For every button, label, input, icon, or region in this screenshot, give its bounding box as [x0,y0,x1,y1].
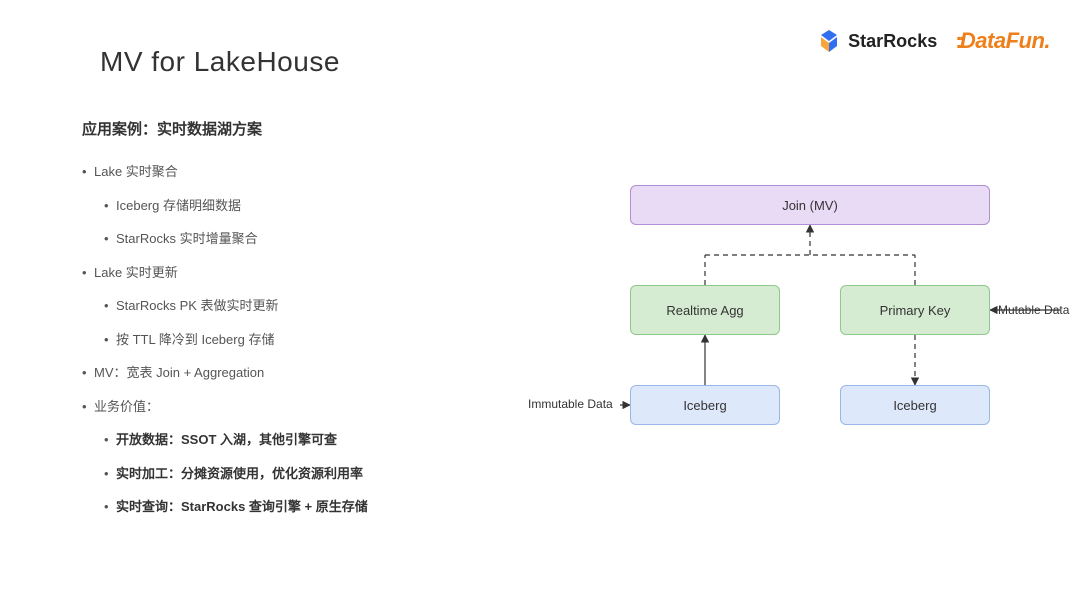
bullet-subitem: StarRocks PK 表做实时更新 [104,296,368,316]
bullet-list: Lake 实时聚合Iceberg 存储明细数据StarRocks 实时增量聚合L… [82,162,368,531]
diagram-node-agg: Realtime Agg [630,285,780,335]
diagram-label-imm: Immutable Data [528,397,613,411]
bullet-subitem: 开放数据：SSOT 入湖，其他引擎可查 [104,430,368,450]
diagram-node-ice2: Iceberg [840,385,990,425]
bullet-subitem: 实时查询：StarRocks 查询引擎 + 原生存储 [104,497,368,517]
bullet-item: Lake 实时聚合Iceberg 存储明细数据StarRocks 实时增量聚合 [82,162,368,249]
page-title: MV for LakeHouse [100,46,340,78]
architecture-diagram: Join (MV) Realtime Agg Primary Key Iceberg I… [500,175,1060,475]
bullet-subitem: 按 TTL 降冷到 Iceberg 存储 [104,330,368,350]
starrocks-logo: StarRocks [816,28,937,54]
datafun-text-a: Data [960,28,1006,53]
starrocks-mark-icon [816,28,842,54]
starrocks-logo-text: StarRocks [848,31,937,52]
bullet-subitem: 实时加工：分摊资源使用，优化资源利用率 [104,464,368,484]
slide: StarRocks ::DataFun. MV for LakeHouse 应用… [0,0,1080,607]
bullet-subitem: StarRocks 实时增量聚合 [104,229,368,249]
diagram-node-join: Join (MV) [630,185,990,225]
datafun-logo: ::DataFun. [955,28,1050,54]
bullet-item: Lake 实时更新StarRocks PK 表做实时更新按 TTL 降冷到 Ic… [82,263,368,350]
diagram-label-mut: Mutable Data [998,303,1069,317]
page-subtitle: 应用案例：实时数据湖方案 [82,118,262,139]
logo-bar: StarRocks ::DataFun. [816,28,1050,54]
bullet-item: 业务价值：开放数据：SSOT 入湖，其他引擎可查实时加工：分摊资源使用，优化资源… [82,397,368,517]
diagram-node-pk: Primary Key [840,285,990,335]
diagram-node-ice1: Iceberg [630,385,780,425]
bullet-item: MV：宽表 Join + Aggregation [82,363,368,383]
datafun-text-b: Fun. [1006,28,1050,53]
bullet-subitem: Iceberg 存储明细数据 [104,196,368,216]
